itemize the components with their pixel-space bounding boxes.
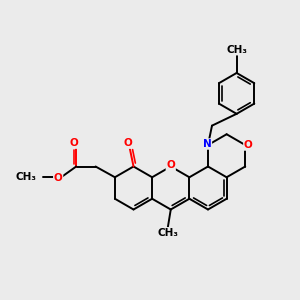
Text: CH₃: CH₃ — [226, 45, 247, 55]
Text: N: N — [202, 139, 211, 149]
Text: CH₃: CH₃ — [157, 228, 178, 238]
Text: O: O — [54, 173, 62, 183]
Text: O: O — [167, 160, 175, 170]
Text: O: O — [244, 140, 253, 150]
Text: CH₃: CH₃ — [16, 172, 37, 182]
Text: O: O — [123, 138, 132, 148]
Text: O: O — [70, 138, 79, 148]
